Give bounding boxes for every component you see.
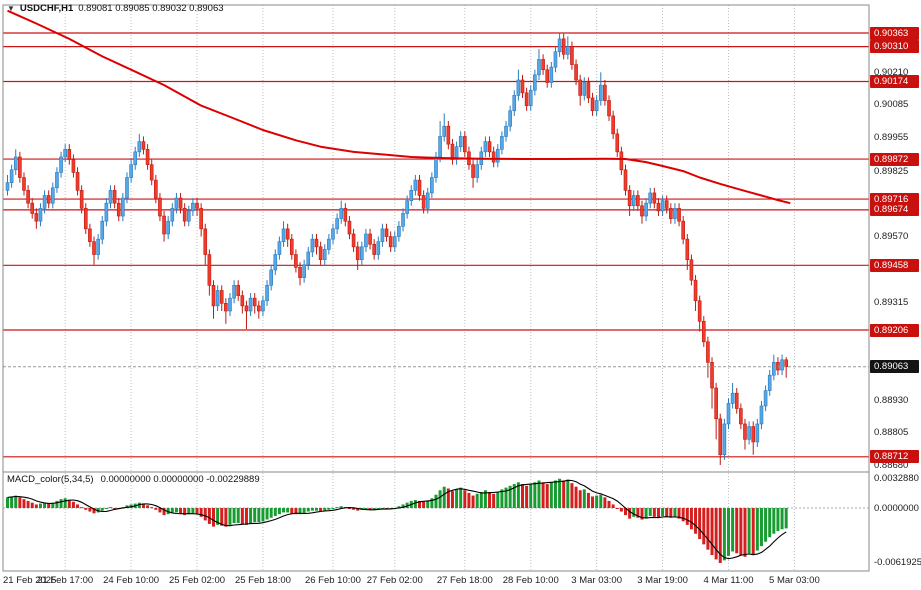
macd-indicator-header: MACD_color(5,34,5) 0.00000000 0.00000000… [7,474,260,485]
level-lines-layer [3,32,869,458]
macd-indicator-label: MACD_color(5,34,5) [7,474,94,485]
panel-frames [2,4,870,572]
ohlc-readout: 0.89081 0.89085 0.89032 0.89063 [78,3,224,14]
macd-histogram-layer [6,478,788,563]
quick-trade-icon[interactable]: ▼ [7,3,15,13]
ma-line [7,9,791,205]
macd-indicator-values: 0.00000000 0.00000000 -0.00229889 [100,474,260,485]
macd-signal-line [7,479,787,560]
grid-layer [64,5,795,571]
symbol-header: ▼ USDCHF,H1 0.89081 0.89085 0.89032 0.89… [7,3,224,14]
candles-layer [5,33,788,466]
symbol-label: USDCHF,H1 [19,3,74,14]
